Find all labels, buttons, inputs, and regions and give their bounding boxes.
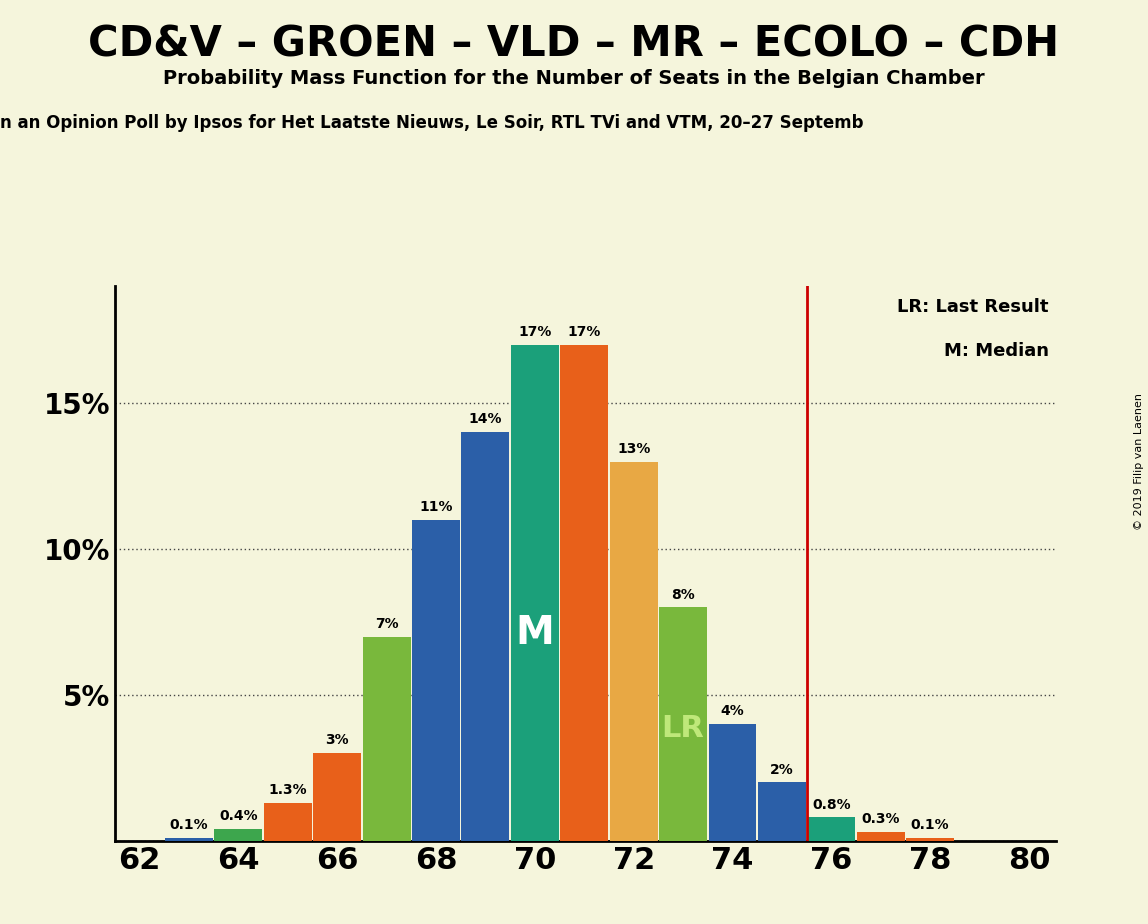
Text: 13%: 13%: [616, 442, 651, 456]
Text: 2%: 2%: [770, 762, 793, 777]
Bar: [313, 753, 362, 841]
Text: 1.3%: 1.3%: [269, 783, 307, 797]
Text: CD&V – GROEN – VLD – MR – ECOLO – CDH: CD&V – GROEN – VLD – MR – ECOLO – CDH: [88, 23, 1060, 65]
Bar: [807, 818, 855, 841]
Text: 14%: 14%: [468, 412, 502, 427]
Text: 11%: 11%: [419, 500, 452, 514]
Text: 0.1%: 0.1%: [910, 818, 949, 833]
Bar: [856, 833, 905, 841]
Bar: [215, 829, 262, 841]
Text: n an Opinion Poll by Ipsos for Het Laatste Nieuws, Le Soir, RTL TVi and VTM, 20–: n an Opinion Poll by Ipsos for Het Laats…: [0, 114, 863, 131]
Text: 0.4%: 0.4%: [219, 809, 257, 823]
Bar: [708, 724, 757, 841]
Text: 0.3%: 0.3%: [861, 812, 900, 826]
Text: LR: Last Result: LR: Last Result: [898, 298, 1049, 316]
Text: Probability Mass Function for the Number of Seats in the Belgian Chamber: Probability Mass Function for the Number…: [163, 69, 985, 89]
Bar: [264, 803, 312, 841]
Text: 0.1%: 0.1%: [170, 818, 208, 833]
Text: 4%: 4%: [721, 704, 744, 718]
Bar: [412, 520, 460, 841]
Bar: [560, 345, 608, 841]
Text: LR: LR: [661, 714, 705, 743]
Bar: [511, 345, 559, 841]
Text: M: M: [515, 614, 554, 651]
Bar: [610, 461, 658, 841]
Bar: [363, 637, 411, 841]
Bar: [165, 838, 212, 841]
Text: © 2019 Filip van Laenen: © 2019 Filip van Laenen: [1134, 394, 1143, 530]
Text: M: Median: M: Median: [944, 342, 1049, 359]
Bar: [659, 607, 707, 841]
Bar: [461, 432, 510, 841]
Text: 3%: 3%: [325, 734, 349, 748]
Text: 17%: 17%: [518, 325, 551, 339]
Text: 17%: 17%: [567, 325, 600, 339]
Bar: [906, 838, 954, 841]
Text: 0.8%: 0.8%: [812, 797, 851, 811]
Bar: [758, 783, 806, 841]
Text: 8%: 8%: [672, 588, 695, 602]
Text: 7%: 7%: [374, 616, 398, 631]
